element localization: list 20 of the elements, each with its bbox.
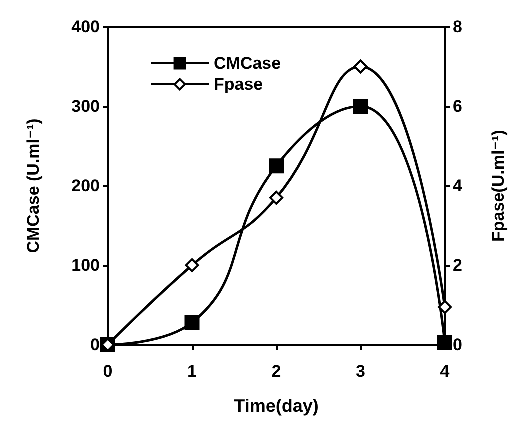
y-axis-title: CMCase (U.ml⁻¹) — [24, 118, 43, 254]
legend-label: CMCase — [214, 54, 282, 73]
y2-tick-label: 0 — [453, 336, 462, 354]
y2-tick-label: 2 — [453, 256, 462, 275]
x-tick-label: 3 — [356, 362, 366, 381]
legend-label: Fpase — [214, 75, 264, 94]
x-tick-label: 2 — [272, 362, 282, 381]
y2-tick-label: 6 — [453, 97, 462, 116]
y-tick-label: 100 — [72, 256, 100, 275]
x-tick-label: 4 — [440, 362, 450, 381]
y-tick-label: 200 — [72, 176, 100, 196]
x-tick-label: 0 — [103, 362, 113, 381]
y-tick-label: 400 — [72, 18, 100, 36]
y2-tick-label: 8 — [453, 18, 462, 36]
y-tick-label: 300 — [72, 97, 100, 116]
y-tick-label: 0 — [90, 336, 100, 354]
y2-axis-title: Fpase(U.ml⁻¹) — [489, 130, 508, 242]
y2-tick-label: 4 — [453, 176, 463, 196]
x-axis-title: Time(day) — [234, 396, 319, 416]
x-tick-label: 1 — [188, 362, 197, 381]
